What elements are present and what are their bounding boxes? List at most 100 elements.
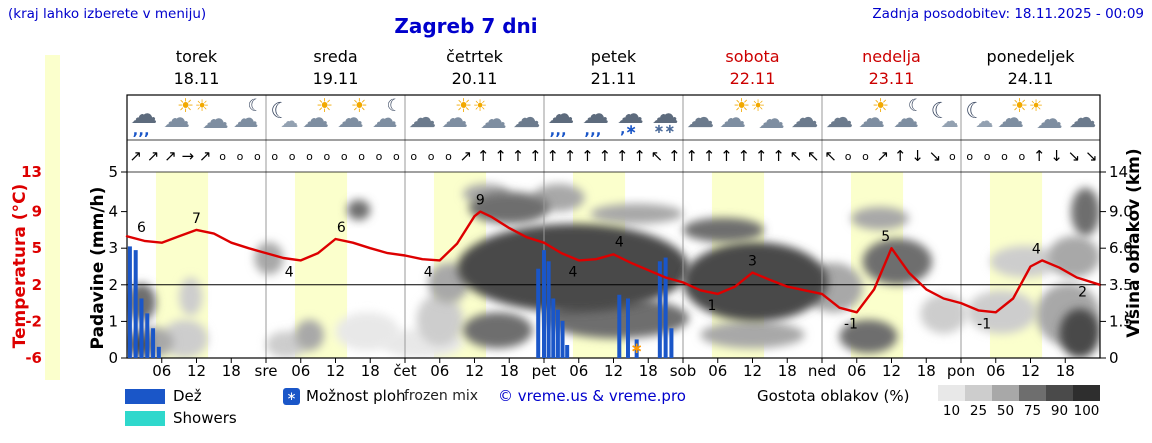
icon-glyph: ☁ — [719, 103, 747, 134]
wind-calm-icon: o — [358, 150, 365, 163]
wind-calm-icon: o — [948, 150, 956, 163]
moon-cloud-icon: ☾ ☁ — [266, 98, 300, 142]
wind-arrow-icon: ↑ — [581, 147, 594, 165]
day-date: 23.11 — [868, 68, 915, 88]
icon-glyph: ‚‚‚ — [584, 121, 602, 139]
cloud-tick-label: 14 — [1109, 163, 1128, 181]
cloud-icon: ☁ — [822, 98, 856, 142]
cloud-sun-icon: ☀ ☁ — [195, 98, 231, 142]
wind-arrow-icon: ↘ — [1067, 147, 1081, 165]
moon-cloud-icon: ☾ ☁ — [927, 98, 961, 142]
rain-icon: ☁ ‚‚‚ — [127, 98, 161, 142]
cloud-blob — [850, 206, 909, 230]
temperature-value-label: 1 — [707, 298, 716, 314]
wind-calm-icon: o — [983, 150, 991, 163]
wind-arrow-icon: ↑ — [772, 147, 785, 165]
cloud-blob — [683, 217, 765, 243]
density-scale-label: 25 — [969, 403, 988, 419]
day-name: sreda — [313, 47, 358, 66]
moon-cloud-icon: ☾ ☁ — [961, 98, 995, 142]
icon-glyph: ☁ — [651, 99, 679, 130]
cloud-blob — [179, 277, 203, 316]
temperature-value-label: -1 — [977, 316, 991, 332]
day-date: 19.11 — [312, 68, 359, 88]
cloud-density-field — [127, 183, 1100, 358]
icon-glyph: ☁ — [997, 103, 1025, 134]
cloud-icon: ☁ — [683, 98, 717, 142]
sun-cloud-icon: ☀ ☁ — [857, 95, 891, 142]
wind-arrow-icon: ↑ — [633, 147, 646, 165]
day-header-ponedeljek: ponedeljek 24.11 — [961, 46, 1100, 89]
time-tick-label: 12 — [604, 362, 623, 380]
icon-glyph: ☁ — [201, 104, 229, 135]
sleet-icon: ☁ ‚∗ — [614, 98, 648, 142]
day-header-četrtek: četrtek 20.11 — [405, 46, 544, 89]
cloud-blob — [416, 293, 463, 346]
density-scale-label: 100 — [1073, 403, 1100, 419]
wind-arrow-icon: ↑ — [511, 147, 525, 165]
cloud-blob — [862, 238, 933, 285]
density-scale-box — [1073, 385, 1100, 401]
rain-bar — [617, 294, 622, 358]
wind-arrow-icon: → — [181, 147, 195, 165]
wind-calm-icon: o — [445, 150, 452, 163]
precip-tick-label: 4 — [108, 203, 118, 221]
cloud-blob — [347, 199, 371, 221]
wind-arrow-icon: ↑ — [563, 147, 577, 165]
day-name: sobota — [725, 47, 780, 66]
time-tick-label: 06 — [986, 362, 1005, 380]
wind-arrow-icon: ↘ — [1085, 147, 1098, 165]
snow-icon: ☁ ∗∗ — [649, 98, 683, 142]
icon-glyph: ☾ — [270, 99, 291, 124]
wind-arrow-icon: ↘ — [928, 147, 942, 165]
icon-glyph: ☀ — [872, 95, 890, 117]
wind-calm-icon: o — [1001, 150, 1008, 163]
sun-cloud-icon: ☀ ☁ — [301, 97, 335, 142]
cloud-blob — [683, 242, 828, 322]
time-tick-label: 18 — [222, 362, 241, 380]
wind-arrow-icon: ↑ — [476, 147, 490, 165]
day-header-nedelja: nedelja 23.11 — [822, 46, 961, 89]
icon-glyph: ☁ — [547, 99, 575, 130]
frozen-mix-marker: ∗ — [630, 339, 643, 357]
icon-glyph: ☁ — [302, 103, 330, 134]
icon-glyph: ☁ — [280, 111, 299, 132]
cloud-blob — [254, 242, 284, 275]
density-scale-box — [992, 385, 1019, 401]
density-scale-box — [938, 385, 965, 401]
wind-calm-icon: o — [1018, 150, 1026, 163]
copyright-link[interactable]: © vreme.us & vreme.pro — [498, 387, 686, 405]
time-tick-label: 12 — [187, 362, 206, 380]
sun-cloud-icon: ☀ ☁ — [440, 97, 474, 142]
cloud-moon-icon: ☾ ☁ — [371, 98, 405, 142]
temperature-value-label: 6 — [137, 220, 146, 236]
day-date: 18.11 — [173, 68, 220, 88]
wind-arrow-icon: ↖ — [789, 147, 803, 165]
sun-cloud-icon: ☀ ☁ — [718, 97, 752, 142]
rain-icon: ☁ ‚‚‚ — [579, 98, 613, 142]
precip-tick-label: 1 — [108, 312, 118, 330]
density-scale-box — [1019, 385, 1046, 401]
cloud-blob — [1071, 187, 1100, 236]
wind-calm-icon: o — [271, 150, 279, 163]
wind-calm-icon: o — [323, 150, 331, 163]
cloud-blob — [966, 290, 1037, 334]
wind-calm-icon: o — [392, 150, 400, 163]
cloud-sun-icon: ☀ ☁ — [1029, 98, 1065, 142]
cloud-moon-icon: ☾ ☁ — [892, 98, 926, 142]
cloud-icon: ☁ — [788, 98, 822, 142]
rain-bar — [542, 250, 546, 358]
page-title: Zagreb 7 dni — [394, 14, 538, 38]
margin-band — [45, 55, 60, 380]
icon-glyph: ☀ — [472, 96, 488, 115]
grid — [126, 94, 1101, 359]
wind-arrow-icon: ↑ — [702, 147, 716, 165]
time-tick-label: 18 — [500, 362, 519, 380]
rain-bar — [663, 257, 668, 358]
cloud-blob — [1047, 235, 1100, 278]
icon-glyph: ☁ — [975, 111, 994, 132]
cloud-tick-label: 1.5 — [1109, 312, 1133, 330]
icon-glyph: ☁ — [1035, 104, 1063, 135]
day-header-sobota: sobota 22.11 — [683, 46, 822, 89]
